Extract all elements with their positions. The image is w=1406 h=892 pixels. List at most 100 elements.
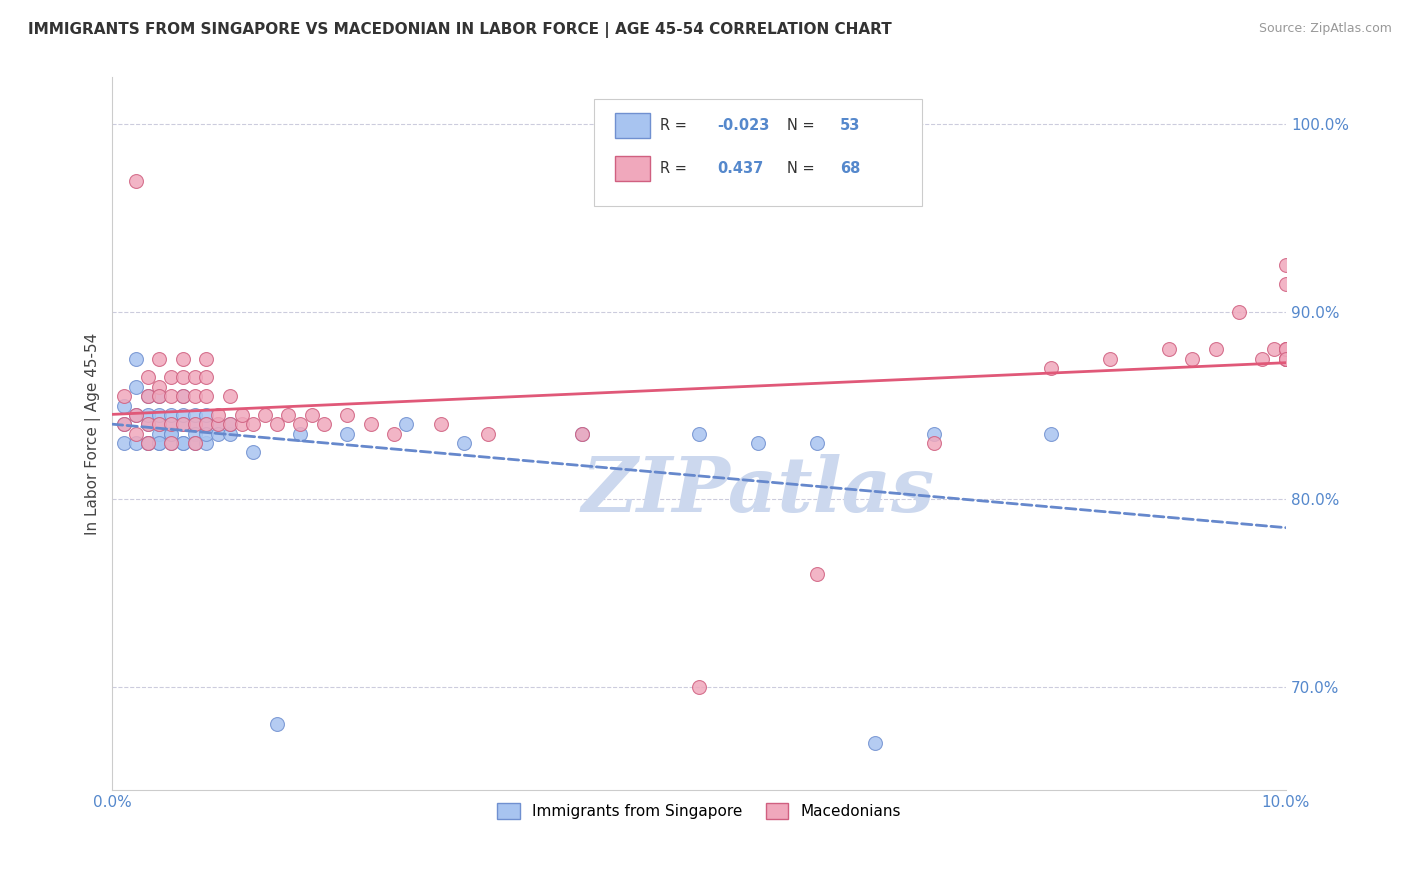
- Point: [231, 408, 253, 422]
- Point: [1275, 351, 1298, 366]
- FancyBboxPatch shape: [614, 156, 650, 181]
- Point: [125, 380, 148, 394]
- Point: [266, 417, 288, 432]
- Point: [136, 436, 159, 450]
- Point: [207, 426, 229, 441]
- Point: [195, 417, 218, 432]
- Point: [1275, 351, 1298, 366]
- Point: [136, 408, 159, 422]
- Point: [1275, 277, 1298, 291]
- Point: [160, 426, 183, 441]
- Point: [148, 426, 170, 441]
- Text: R =: R =: [661, 161, 692, 176]
- Point: [1040, 361, 1063, 376]
- Point: [395, 417, 418, 432]
- Point: [172, 408, 194, 422]
- Point: [172, 389, 194, 403]
- Point: [172, 351, 194, 366]
- Point: [242, 417, 264, 432]
- Point: [336, 426, 359, 441]
- Point: [160, 389, 183, 403]
- Point: [125, 173, 148, 187]
- Point: [136, 417, 159, 432]
- Point: [172, 370, 194, 384]
- Point: [1275, 258, 1298, 272]
- Point: [112, 417, 135, 432]
- Point: [688, 680, 710, 694]
- FancyBboxPatch shape: [593, 99, 922, 206]
- Y-axis label: In Labor Force | Age 45-54: In Labor Force | Age 45-54: [86, 333, 101, 535]
- Point: [571, 426, 593, 441]
- Point: [136, 389, 159, 403]
- Point: [922, 436, 945, 450]
- Point: [136, 417, 159, 432]
- Point: [242, 445, 264, 459]
- Text: 68: 68: [839, 161, 860, 176]
- Point: [136, 436, 159, 450]
- Point: [183, 436, 205, 450]
- Point: [218, 389, 240, 403]
- Point: [112, 436, 135, 450]
- Point: [195, 389, 218, 403]
- Point: [360, 417, 382, 432]
- Point: [218, 426, 240, 441]
- Point: [1227, 305, 1250, 319]
- Text: R =: R =: [661, 119, 692, 134]
- Point: [288, 417, 311, 432]
- Point: [277, 408, 299, 422]
- Point: [453, 436, 475, 450]
- Point: [172, 417, 194, 432]
- Point: [148, 417, 170, 432]
- Point: [195, 408, 218, 422]
- Point: [183, 370, 205, 384]
- Point: [183, 417, 205, 432]
- Point: [1275, 343, 1298, 357]
- Point: [253, 408, 276, 422]
- FancyBboxPatch shape: [614, 113, 650, 138]
- Point: [218, 417, 240, 432]
- Text: ZIPatlas: ZIPatlas: [581, 454, 935, 528]
- Point: [136, 436, 159, 450]
- Point: [172, 417, 194, 432]
- Point: [148, 389, 170, 403]
- Text: -0.023: -0.023: [717, 119, 769, 134]
- Point: [806, 567, 828, 582]
- Point: [301, 408, 323, 422]
- Point: [806, 436, 828, 450]
- Point: [183, 436, 205, 450]
- Point: [207, 417, 229, 432]
- Point: [148, 389, 170, 403]
- Point: [195, 417, 218, 432]
- Point: [863, 736, 886, 750]
- Point: [1263, 343, 1285, 357]
- Point: [160, 370, 183, 384]
- Point: [172, 436, 194, 450]
- Point: [207, 417, 229, 432]
- Point: [160, 417, 183, 432]
- Point: [336, 408, 359, 422]
- Point: [148, 380, 170, 394]
- Point: [1040, 426, 1063, 441]
- Point: [1205, 343, 1227, 357]
- Point: [218, 417, 240, 432]
- Point: [288, 426, 311, 441]
- Text: IMMIGRANTS FROM SINGAPORE VS MACEDONIAN IN LABOR FORCE | AGE 45-54 CORRELATION C: IMMIGRANTS FROM SINGAPORE VS MACEDONIAN …: [28, 22, 891, 38]
- Point: [1181, 351, 1204, 366]
- Point: [160, 417, 183, 432]
- Point: [1157, 343, 1180, 357]
- Point: [112, 417, 135, 432]
- Point: [148, 436, 170, 450]
- Point: [382, 426, 405, 441]
- Point: [207, 408, 229, 422]
- Point: [148, 436, 170, 450]
- Point: [148, 408, 170, 422]
- Legend: Immigrants from Singapore, Macedonians: Immigrants from Singapore, Macedonians: [491, 797, 907, 825]
- Point: [183, 408, 205, 422]
- Point: [160, 426, 183, 441]
- Text: N =: N =: [787, 161, 820, 176]
- Text: 0.437: 0.437: [717, 161, 763, 176]
- Point: [747, 436, 769, 450]
- Point: [430, 417, 453, 432]
- Point: [195, 370, 218, 384]
- Point: [125, 436, 148, 450]
